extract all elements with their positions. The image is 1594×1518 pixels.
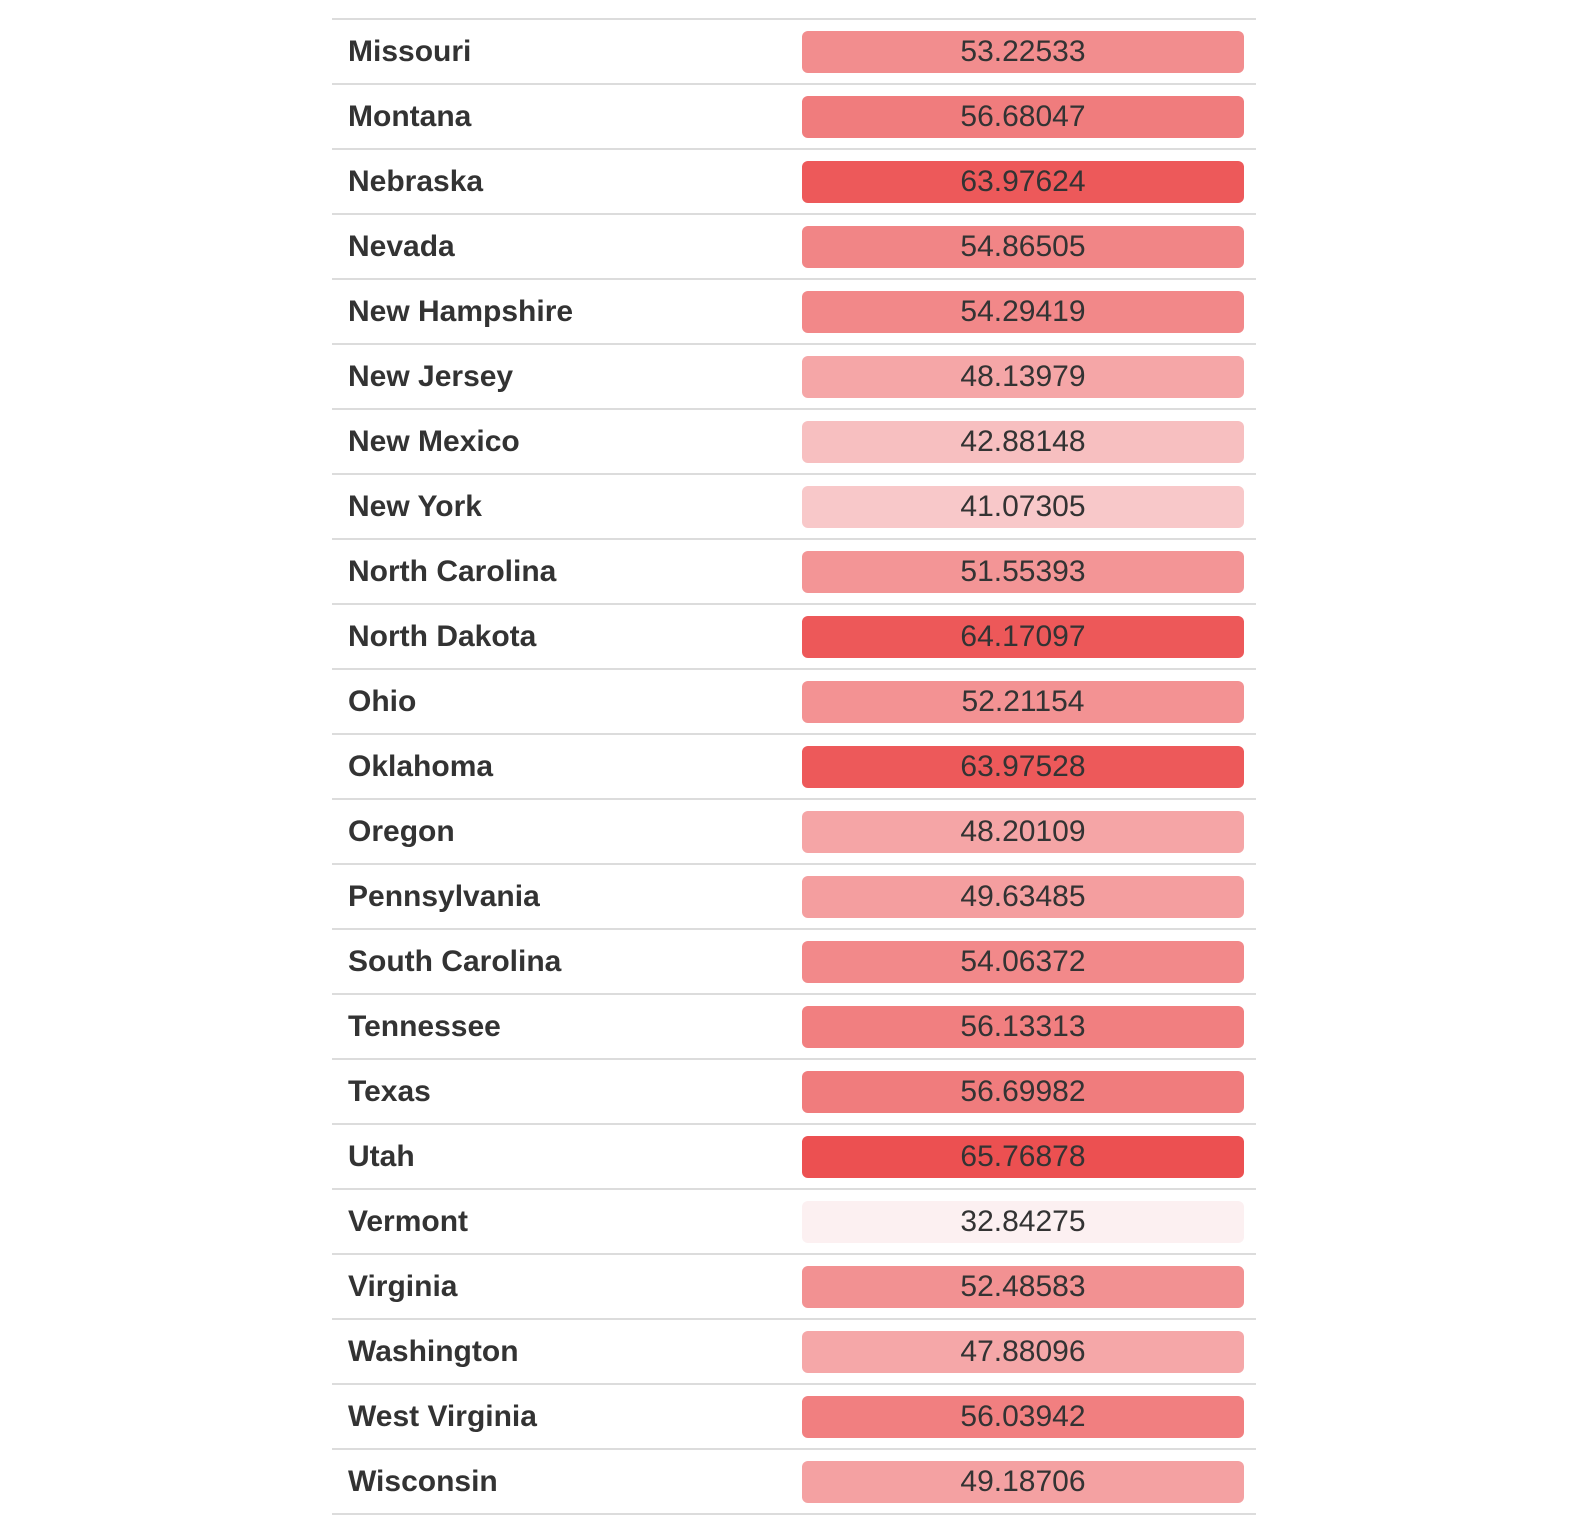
value-cell: 49.63485 [802,876,1244,918]
table-row: Ohio 52.21154 [332,670,1256,735]
state-label: Tennessee [348,1010,501,1043]
table-row: New Mexico 42.88148 [332,410,1256,475]
value-cell: 53.22533 [802,31,1244,73]
state-label: New Jersey [348,360,514,393]
table-row: West Virginia 56.03942 [332,1385,1256,1450]
state-label: Wisconsin [348,1465,498,1498]
table-row: New York 41.07305 [332,475,1256,540]
state-label: Ohio [348,685,417,718]
value-cell: 52.21154 [802,681,1244,723]
value-cell: 54.06372 [802,941,1244,983]
table-row: Virginia 52.48583 [332,1255,1256,1320]
state-label: Texas [348,1075,431,1108]
value-cell: 54.86505 [802,226,1244,268]
table-row: Oregon 48.20109 [332,800,1256,865]
state-label: Oregon [348,815,455,848]
table-row: Utah 65.76878 [332,1125,1256,1190]
state-label: New York [348,490,482,523]
state-label: New Mexico [348,425,520,458]
value-cell: 56.03942 [802,1396,1244,1438]
table-row: Vermont 32.84275 [332,1190,1256,1255]
table-row: Montana 56.68047 [332,85,1256,150]
state-label: North Carolina [348,555,557,588]
value-cell: 52.48583 [802,1266,1244,1308]
state-label: Virginia [348,1270,458,1303]
table-row: New Jersey 48.13979 [332,345,1256,410]
value-cell: 47.88096 [802,1331,1244,1373]
table-row: Missouri 53.22533 [332,20,1256,85]
state-label: Nevada [348,230,455,263]
state-label: Vermont [348,1205,469,1238]
value-cell: 49.18706 [802,1461,1244,1503]
value-cell: 63.97528 [802,746,1244,788]
state-label: Pennsylvania [348,880,540,913]
state-label: North Dakota [348,620,537,653]
value-cell: 56.68047 [802,96,1244,138]
value-cell: 42.88148 [802,421,1244,463]
table-row: New Hampshire 54.29419 [332,280,1256,345]
value-cell: 56.13313 [802,1006,1244,1048]
table-row: Tennessee 56.13313 [332,995,1256,1060]
table-row: North Dakota 64.17097 [332,605,1256,670]
value-cell: 65.76878 [802,1136,1244,1178]
state-label: Oklahoma [348,750,494,783]
value-cell: 48.13979 [802,356,1244,398]
table-row: Nevada 54.86505 [332,215,1256,280]
table-row: Wisconsin 49.18706 [332,1450,1256,1515]
table-row: North Carolina 51.55393 [332,540,1256,605]
value-cell: 32.84275 [802,1201,1244,1243]
state-label: Missouri [348,35,472,68]
table-row: Oklahoma 63.97528 [332,735,1256,800]
value-cell: 48.20109 [802,811,1244,853]
state-label: New Hampshire [348,295,574,328]
table-row: Washington 47.88096 [332,1320,1256,1385]
value-cell: 54.29419 [802,291,1244,333]
table-row: Texas 56.69982 [332,1060,1256,1125]
table-row: South Carolina 54.06372 [332,930,1256,995]
state-label: West Virginia [348,1400,537,1433]
data-table: Missouri 53.22533 Montana 56.68047 Nebraska 6… [332,18,1256,1515]
value-cell: 51.55393 [802,551,1244,593]
value-cell: 64.17097 [802,616,1244,658]
state-label: Nebraska [348,165,484,198]
table-row: Pennsylvania 49.63485 [332,865,1256,930]
state-label: Utah [348,1140,415,1173]
value-cell: 41.07305 [802,486,1244,528]
value-cell: 63.97624 [802,161,1244,203]
value-cell: 56.69982 [802,1071,1244,1113]
state-label: South Carolina [348,945,562,978]
table-row: Nebraska 63.97624 [332,150,1256,215]
state-label: Montana [348,100,472,133]
state-label: Washington [348,1335,519,1368]
